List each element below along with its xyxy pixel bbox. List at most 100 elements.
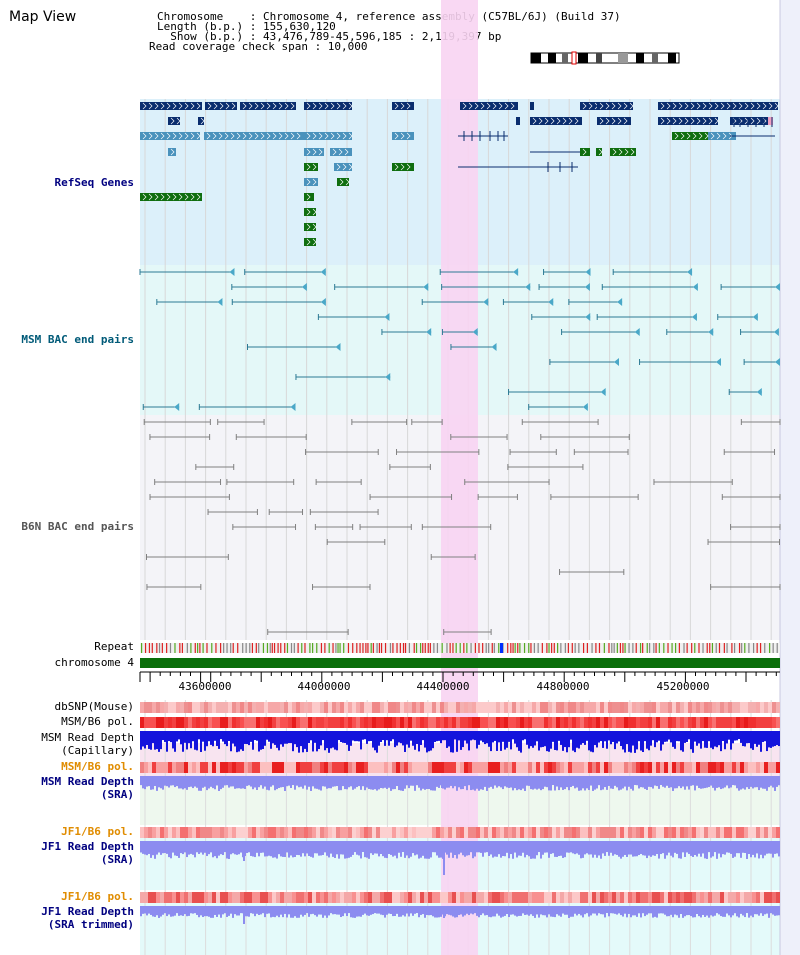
heat-cell bbox=[220, 702, 224, 713]
depth-bar bbox=[728, 776, 730, 789]
gene-arrow bbox=[480, 102, 485, 110]
depth-bar bbox=[748, 841, 750, 855]
heat-cell bbox=[452, 892, 456, 903]
depth-bar bbox=[768, 776, 770, 788]
heat-cell bbox=[600, 827, 604, 838]
depth-bar bbox=[312, 776, 314, 787]
gene-arrow bbox=[400, 163, 405, 171]
depth-bar bbox=[286, 731, 288, 744]
heat-cell bbox=[460, 892, 464, 903]
gene-arrow bbox=[617, 117, 622, 125]
gene-arrow bbox=[248, 102, 253, 110]
depth-bar bbox=[746, 776, 748, 788]
depth-bar bbox=[294, 776, 296, 790]
heat-cell bbox=[592, 827, 596, 838]
depth-bar bbox=[502, 906, 504, 917]
heat-cell bbox=[464, 762, 468, 773]
depth-bar bbox=[250, 731, 252, 742]
heat-cell bbox=[564, 762, 568, 773]
ideogram-band bbox=[618, 53, 628, 63]
depth-bar bbox=[472, 776, 474, 790]
gene-arrow bbox=[296, 132, 301, 140]
heat-cell bbox=[284, 892, 288, 903]
msm-depth-capillary-sublabel: (Capillary) bbox=[61, 744, 134, 757]
depth-bar bbox=[346, 906, 348, 917]
depth-bar bbox=[702, 731, 704, 742]
gene-arrow bbox=[732, 102, 737, 110]
depth-bar bbox=[684, 731, 686, 743]
depth-bar bbox=[642, 906, 644, 914]
depth-bar bbox=[196, 776, 198, 788]
heat-cell bbox=[432, 702, 436, 713]
heat-cell bbox=[744, 762, 748, 773]
depth-bar bbox=[292, 776, 294, 786]
heat-cell bbox=[208, 827, 212, 838]
depth-bar bbox=[628, 841, 630, 855]
depth-bar bbox=[244, 731, 246, 744]
depth-bar bbox=[212, 731, 214, 747]
heat-cell bbox=[388, 827, 392, 838]
depth-bar bbox=[422, 841, 424, 856]
depth-bar bbox=[428, 776, 430, 790]
heat-cell bbox=[232, 702, 236, 713]
heat-cell bbox=[664, 892, 668, 903]
depth-bar bbox=[266, 841, 268, 857]
depth-bar bbox=[646, 906, 648, 915]
gene-arrow bbox=[206, 132, 211, 140]
depth-bar bbox=[330, 906, 332, 914]
repeat-feature bbox=[399, 643, 401, 653]
heat-cell bbox=[476, 827, 480, 838]
repeat-feature bbox=[433, 643, 435, 653]
heat-cell bbox=[580, 717, 584, 728]
repeat-feature bbox=[158, 643, 161, 653]
gene-arrow bbox=[696, 102, 701, 110]
heat-cell bbox=[436, 827, 440, 838]
depth-bar bbox=[516, 906, 518, 917]
heat-cell bbox=[296, 827, 300, 838]
depth-bar bbox=[528, 731, 530, 749]
depth-bar bbox=[256, 731, 258, 741]
heat-cell bbox=[256, 702, 260, 713]
heat-cell bbox=[628, 717, 632, 728]
heat-cell bbox=[440, 762, 444, 773]
heat-cell bbox=[472, 827, 476, 838]
depth-bar bbox=[438, 906, 440, 918]
heat-cell bbox=[432, 762, 436, 773]
heat-cell bbox=[528, 827, 532, 838]
gene-arrow bbox=[344, 148, 349, 156]
depth-bar bbox=[300, 731, 302, 747]
gene-feature bbox=[597, 117, 631, 125]
heat-cell bbox=[324, 702, 328, 713]
depth-bar bbox=[238, 841, 240, 855]
heat-cell bbox=[684, 827, 688, 838]
heat-cell bbox=[536, 717, 540, 728]
repeat-feature bbox=[255, 643, 257, 653]
gene-arrow bbox=[623, 102, 628, 110]
depth-bar bbox=[430, 731, 432, 751]
depth-bar bbox=[384, 776, 386, 788]
heat-cell bbox=[644, 827, 648, 838]
depth-bar bbox=[466, 776, 468, 791]
depth-bar bbox=[556, 841, 558, 857]
refseq-genes-label[interactable]: RefSeq Genes bbox=[54, 176, 134, 189]
gene-arrow bbox=[492, 102, 497, 110]
msm-bac-end-arrow bbox=[491, 343, 497, 351]
repeat-feature bbox=[181, 643, 183, 653]
b6n-bac-label[interactable]: B6N BAC end pairs bbox=[21, 520, 134, 533]
depth-bar bbox=[720, 841, 722, 858]
msm-bac-label[interactable]: MSM BAC end pairs bbox=[21, 333, 134, 346]
heat-cell bbox=[352, 892, 356, 903]
depth-bar bbox=[204, 841, 206, 853]
depth-bar bbox=[576, 776, 578, 788]
heat-cell bbox=[160, 717, 164, 728]
depth-bar bbox=[698, 776, 700, 789]
heat-cell bbox=[284, 827, 288, 838]
depth-bar bbox=[322, 776, 324, 787]
depth-bar bbox=[182, 906, 184, 916]
heat-cell bbox=[688, 717, 692, 728]
heat-cell bbox=[184, 762, 188, 773]
depth-bar bbox=[226, 906, 228, 917]
depth-bar bbox=[504, 776, 506, 787]
depth-bar bbox=[754, 731, 756, 744]
